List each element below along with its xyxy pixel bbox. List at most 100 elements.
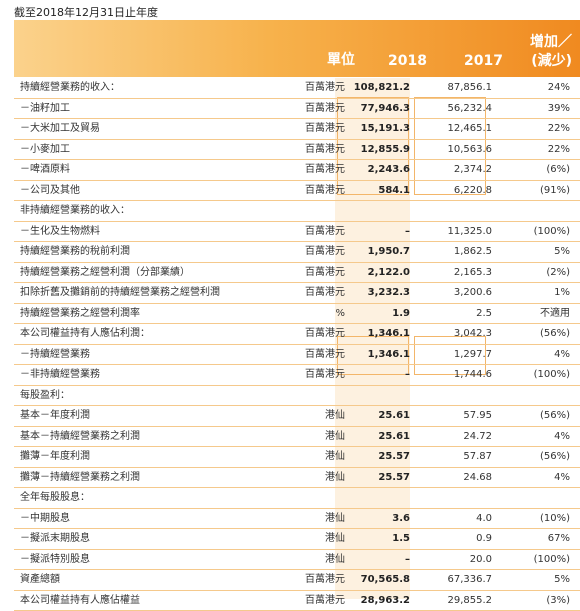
row-unit: 百萬港元 <box>305 181 345 201</box>
row-unit: 百萬港元 <box>305 365 345 385</box>
row-value-2017: 3,042.3 <box>454 324 492 344</box>
row-value-2018: 1.9 <box>392 304 410 324</box>
row-value-2017: 29,855.2 <box>447 591 492 611</box>
row-change: (56%) <box>540 447 570 467</box>
row-value-2017: 12,465.1 <box>447 119 492 139</box>
row-label: 非持續經營業務的收入： <box>20 201 130 221</box>
table-row: 攤薄－年度利潤 港仙 25.57 57.87 (56%) <box>14 447 580 468</box>
row-value-2018: – <box>405 222 410 242</box>
header-unit: 單位 <box>327 49 355 69</box>
row-value-2017: 10,563.6 <box>447 140 492 160</box>
row-value-2018: – <box>405 550 410 570</box>
row-value-2017: 87,856.1 <box>447 78 492 98</box>
row-change: (56%) <box>540 406 570 426</box>
row-change: 5% <box>554 242 570 262</box>
row-change: (6%) <box>546 160 570 180</box>
row-value-2017: 57.87 <box>463 447 492 467</box>
row-label: －油籽加工 <box>20 99 70 119</box>
row-change: (56%) <box>540 324 570 344</box>
row-value-2017: 0.9 <box>476 529 492 549</box>
row-unit: 百萬港元 <box>305 283 345 303</box>
row-value-2017: 2,374.2 <box>454 160 492 180</box>
row-unit: 港仙 <box>325 427 345 447</box>
row-value-2017: 1,744.6 <box>454 365 492 385</box>
row-label: －小麥加工 <box>20 140 70 160</box>
row-value-2017: 56,232.4 <box>447 99 492 119</box>
header-change-line2: (減少) <box>530 52 572 71</box>
header-2017: 2017 <box>464 53 503 69</box>
table-header: 單位 2018 2017 增加／ (減少) <box>14 20 580 77</box>
row-change: (10%) <box>540 509 570 529</box>
row-unit: 港仙 <box>325 447 345 467</box>
row-unit: 百萬港元 <box>305 160 345 180</box>
row-change: 4% <box>554 345 570 365</box>
row-value-2018: 3,232.3 <box>368 283 410 303</box>
row-value-2018: 1,950.7 <box>368 242 410 262</box>
table-row: －生化及生物燃料百萬港元–11,325.0(100%) <box>14 222 580 243</box>
row-label: －啤酒原料 <box>20 160 70 180</box>
row-value-2018: 25.57 <box>378 447 410 467</box>
row-value-2018: 1.5 <box>392 529 410 549</box>
row-label: －中期股息 <box>20 509 70 529</box>
row-change: 67% <box>548 529 570 549</box>
row-value-2017: 1,862.5 <box>454 242 492 262</box>
row-label: －大米加工及貿易 <box>20 119 100 139</box>
row-value-2017: 24.72 <box>463 427 492 447</box>
row-unit: 百萬港元 <box>305 570 345 590</box>
row-change: 不適用 <box>540 304 570 324</box>
row-value-2018: 28,963.2 <box>361 591 410 611</box>
row-value-2018: 108,821.2 <box>354 78 410 98</box>
row-label: －非持續經營業務 <box>20 365 100 385</box>
row-value-2017: 6,220.8 <box>454 181 492 201</box>
row-label: 持續經營業務之經營利潤率 <box>20 304 140 324</box>
row-value-2017: 57.95 <box>463 406 492 426</box>
row-change: (91%) <box>540 181 570 201</box>
row-label: 扣除折舊及攤銷前的持續經營業務之經營利潤 <box>20 283 220 303</box>
row-value-2018: 2,122.0 <box>368 263 410 283</box>
row-value-2018: 70,565.8 <box>361 570 410 590</box>
row-label: 攤薄－年度利潤 <box>20 447 90 467</box>
row-label: －持續經營業務 <box>20 345 90 365</box>
row-label: 持續經營業務之經營利潤（分部業績） <box>20 263 190 283</box>
row-label: 基本－年度利潤 <box>20 406 90 426</box>
row-change: (100%) <box>534 222 570 242</box>
row-unit: 百萬港元 <box>305 242 345 262</box>
row-value-2018: 1,346.1 <box>368 324 410 344</box>
row-value-2017: 2.5 <box>476 304 492 324</box>
row-change: 22% <box>548 119 570 139</box>
row-value-2018: 25.57 <box>378 468 410 488</box>
row-unit: 百萬港元 <box>305 324 345 344</box>
row-value-2018: 77,946.3 <box>361 99 410 119</box>
row-unit: 百萬港元 <box>305 591 345 611</box>
row-change: 4% <box>554 468 570 488</box>
row-unit: 港仙 <box>325 509 345 529</box>
row-change: (100%) <box>534 365 570 385</box>
header-2018: 2018 <box>388 53 427 69</box>
row-value-2017: 11,325.0 <box>447 222 492 242</box>
row-change: 22% <box>548 140 570 160</box>
row-unit: 百萬港元 <box>305 78 345 98</box>
row-unit: 百萬港元 <box>305 140 345 160</box>
row-unit: 百萬港元 <box>305 345 345 365</box>
table-row: 非持續經營業務的收入： <box>14 201 580 222</box>
row-label: 持續經營業務的稅前利潤 <box>20 242 130 262</box>
row-change: (100%) <box>534 550 570 570</box>
row-value-2018: – <box>405 365 410 385</box>
table-row: 每股盈利： <box>14 386 580 407</box>
row-label: －公司及其他 <box>20 181 80 201</box>
row-label: 每股盈利： <box>20 386 70 406</box>
row-value-2018: 584.1 <box>378 181 410 201</box>
row-change: 1% <box>554 283 570 303</box>
